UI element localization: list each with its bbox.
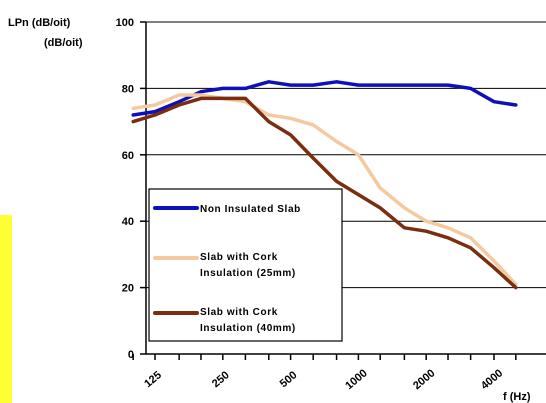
y-tick-label: 0 <box>128 349 134 361</box>
x-tick-label: 125 <box>142 369 164 390</box>
y-tick-label: 20 <box>122 283 134 295</box>
legend-label-line1: Slab with Cork <box>200 307 278 318</box>
x-axis-label: f (Hz) <box>503 391 531 403</box>
x-tick-label: 1000 <box>343 367 369 392</box>
y-tick-label: 80 <box>122 83 134 95</box>
legend-box <box>148 188 343 342</box>
legend-label-line2: Insulation (25mm) <box>200 268 296 279</box>
legend-label-line2: Insulation (40mm) <box>200 323 296 334</box>
y-axis-label-line1: LPn (dB/oit) <box>8 17 71 29</box>
legend-label-line1: Slab with Cork <box>200 252 278 263</box>
x-tick-label: 2000 <box>411 367 437 392</box>
highlight-strip <box>0 215 12 403</box>
y-tick-label: 60 <box>122 150 134 162</box>
series-line-3 <box>131 96 518 290</box>
x-tick-label: 4000 <box>479 367 505 392</box>
series-line-2 <box>131 93 518 287</box>
legend-label: Non Insulated Slab <box>200 204 301 215</box>
y-axis-label-line2: (dB/oit) <box>44 37 83 49</box>
x-tick-label: 500 <box>278 369 300 390</box>
y-tick-label: 100 <box>116 17 134 29</box>
series-line-1 <box>131 80 518 117</box>
y-tick-label: 40 <box>122 216 134 228</box>
x-tick-label: 250 <box>210 369 232 390</box>
